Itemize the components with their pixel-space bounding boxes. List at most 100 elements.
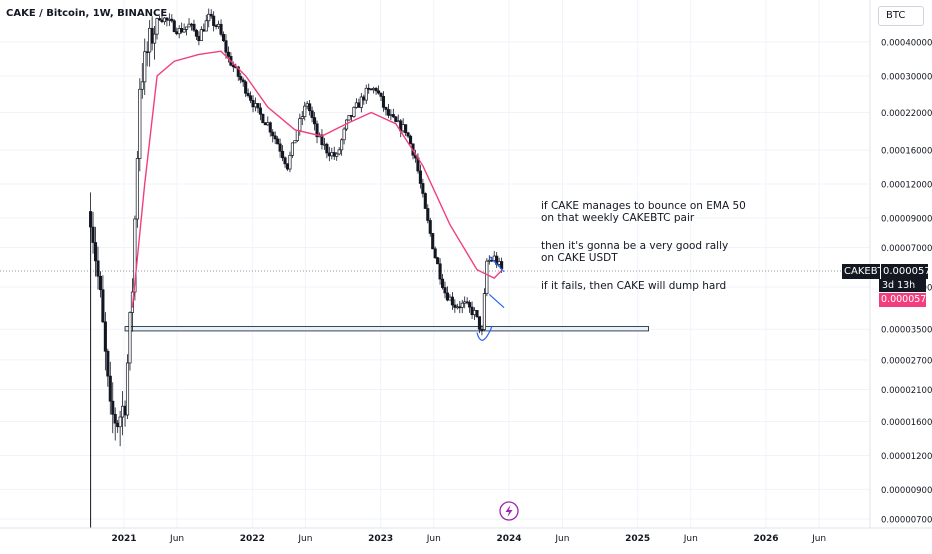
candle-body [214,25,218,27]
candle-body [241,79,245,83]
badge-price: 0.00005779 [881,264,932,279]
candle-body [157,18,162,21]
candle-body [123,405,127,416]
candle-body [352,107,356,117]
candle-body [185,26,189,30]
x-tick-label: Jun [554,534,569,544]
candle-body [313,117,317,125]
candle-body [219,23,223,35]
candle-body [455,306,459,309]
candle-body [285,163,290,170]
support-zone[interactable] [124,326,649,332]
candle-body [187,23,191,28]
annotation-line: if CAKE manages to bounce on EMA 50 [541,200,746,212]
candle-body [445,292,450,301]
candle-body [305,103,309,107]
candle-body [266,122,270,126]
annotation-line: on CAKE USDT [541,252,618,264]
x-tick-label: 2025 [625,534,650,544]
candle-body [487,259,491,262]
time-axis[interactable]: 2021 Jun 2022 Jun 2023 Jun 2024 Jun 2025 Jun 2026 J… [111,534,826,544]
candle-body [480,328,484,331]
candle-body [391,114,395,118]
candle-body [295,130,299,141]
candle-body [283,157,287,165]
candle-body [150,27,154,44]
candle-body [332,152,336,157]
support-zone-rect[interactable] [124,326,649,332]
candle-body [308,103,312,112]
annotation-line: then it's gonna be a very good rally [541,240,729,252]
y-tick-label: 0.00002700 [881,356,932,366]
candle-body [251,99,255,108]
candle-body [202,29,206,32]
candle-body [273,135,277,140]
badge-symbol: CAKEBTC [842,264,891,279]
candle-body [133,218,137,293]
candle-body [271,131,275,137]
currency-selector[interactable]: BTC [878,6,924,26]
channel-line[interactable] [488,294,505,309]
candle-body [433,248,437,259]
channel-layer[interactable] [476,255,505,341]
bounce-arc[interactable] [476,326,493,341]
candle-body [172,20,176,33]
annotation-1: if CAKE manages to bounce on EMA 50 on t… [541,200,746,224]
lightning-bolt-icon[interactable] [499,501,519,521]
candle-body [293,140,297,144]
bar-countdown: 3d 13h [879,279,926,292]
candle-body [145,51,149,54]
candle-body [472,310,477,316]
candle-body [335,153,339,157]
candle-body [221,33,226,42]
candle-body [325,143,329,154]
candle-body [209,13,213,17]
candle-body [239,76,243,81]
candle-body [116,422,120,428]
candle-body [155,18,159,35]
x-tick-label: 2023 [368,534,393,544]
y-tick-label: 0.00030000 [881,72,932,82]
candle-body [170,18,174,22]
candle-body [111,400,115,415]
candle-body [379,92,383,97]
candle-body [113,414,117,424]
candle-body [207,13,211,22]
candle-body [276,138,280,145]
y-tick-label: 0.00016000 [881,147,932,157]
annotation-3: if it fails, then CAKE will dump hard [541,280,726,292]
ema-value-badge: 0.00005759 [879,293,932,307]
candle-body [320,134,324,146]
candle-body [357,102,361,108]
y-tick-label: 0.00003500 [881,326,932,336]
candle-body [423,193,427,209]
candle-body [477,316,482,330]
x-tick-label: Jun [426,534,441,544]
candle-body [436,257,440,265]
candle-body [440,278,445,288]
x-tick-label: 2026 [753,534,778,544]
candle-body [386,109,390,116]
candle-body [438,263,442,280]
candle-body [340,139,344,151]
candle-body [384,107,388,110]
candle-body [249,95,253,101]
candle-body [226,51,230,57]
candle-body [256,103,260,109]
candle-body [401,124,405,132]
y-tick-label: 0.00000900 [881,486,932,496]
candle-body [290,142,294,156]
candle-body [108,375,112,402]
channel-line[interactable] [488,255,505,273]
candle-body [315,123,319,138]
candle-body [347,115,351,121]
x-tick-label: Jun [811,534,826,544]
ema-layer [131,50,503,308]
candle-body [263,122,267,126]
candle-body [404,124,408,134]
candle-body [418,170,422,184]
annotation-line: if it fails, then CAKE will dump hard [541,280,727,292]
candle-body [93,242,98,262]
